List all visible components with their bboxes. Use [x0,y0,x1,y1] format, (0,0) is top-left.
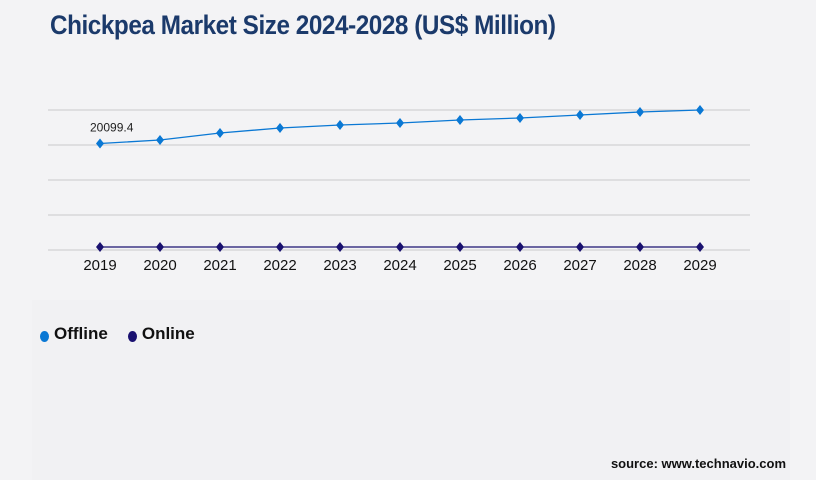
data-point-online [516,242,524,253]
data-point-offline [636,106,644,117]
x-tick-label: 2028 [623,257,656,274]
data-point-offline [516,113,524,124]
x-tick-label: 2023 [323,257,356,274]
legend-panel [32,300,790,480]
data-point-online [576,242,584,253]
data-point-online [336,242,344,253]
data-point-offline [96,138,104,149]
data-point-online [696,242,704,253]
data-point-online [456,242,464,253]
data-point-online [216,242,224,253]
legend-marker-offline [40,330,49,342]
data-point-offline [696,105,704,115]
data-point-offline [396,117,404,128]
data-point-online [396,242,404,253]
x-tick-label: 2029 [683,257,716,274]
x-tick-label: 2020 [143,257,176,274]
data-point-offline [216,128,224,139]
legend-marker-online [127,330,137,342]
x-tick-label: 2025 [443,257,476,274]
x-tick-label: 2021 [203,257,236,274]
data-point-online [276,242,284,253]
x-tick-label: 2027 [563,257,596,274]
source-credit: source: www.technavio.com [610,456,786,471]
data-point-offline [456,114,464,125]
legend-item-online[interactable]: Online [127,324,195,344]
data-point-online [96,242,104,253]
data-point-offline [276,122,284,133]
legend-item-offline[interactable]: Offline [40,324,108,344]
chart-title: Chickpea Market Size 2024-2028 (US$ Mill… [50,10,556,40]
x-tick-label: 2026 [503,257,536,274]
data-point-offline [336,120,344,131]
x-tick-label: 2019 [83,257,116,274]
data-point-offline [576,109,584,120]
data-point-offline [156,135,164,146]
x-tick-label: 2024 [383,257,416,274]
legend-label-online: Online [141,324,195,343]
legend-label-offline: Offline [54,324,108,343]
x-tick-label: 2022 [263,257,296,274]
data-point-online [156,242,164,253]
data-point-online [636,242,644,253]
data-label: 20099.4 [90,121,134,135]
legend: Offline Online [40,324,195,344]
chart: 2019 2020 2021 2022 2023 2024 2025 2026 2027 2028… [48,105,750,274]
